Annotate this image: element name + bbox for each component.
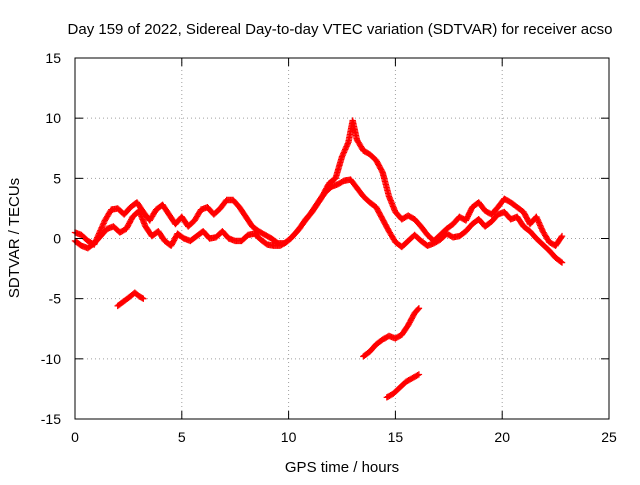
data-point — [414, 371, 421, 379]
chart-title: Day 159 of 2022, Sidereal Day-to-day VTE… — [68, 21, 613, 38]
x-tick-label: 5 — [178, 429, 186, 445]
data-point — [140, 295, 147, 302]
x-axis-label: GPS time / hours — [285, 459, 399, 476]
y-axis-label: SDTVAR / TECUs — [6, 178, 23, 298]
data-point — [415, 371, 423, 378]
x-tick-label: 25 — [601, 429, 617, 445]
y-tick-label: 0 — [53, 231, 61, 247]
series-segment-c — [383, 371, 423, 401]
data-point — [558, 234, 565, 241]
data-point — [558, 232, 566, 240]
series-main-band-lower — [71, 176, 566, 266]
y-tick-label: -15 — [41, 411, 61, 427]
y-tick-label: 15 — [45, 50, 61, 66]
data-point — [557, 258, 565, 265]
y-tick-label: -5 — [49, 291, 62, 307]
data-point — [415, 305, 423, 312]
series-segment-a — [114, 289, 147, 310]
series-segment-b — [360, 305, 423, 360]
x-tick-label: 15 — [388, 429, 404, 445]
y-tick-label: -10 — [41, 351, 61, 367]
x-tick-label: 10 — [281, 429, 297, 445]
data-point — [558, 259, 566, 266]
y-tick-label: 10 — [45, 110, 61, 126]
data-point — [378, 167, 386, 175]
y-tick-label: 5 — [53, 170, 61, 186]
x-tick-label: 20 — [494, 429, 510, 445]
data-layer — [71, 117, 566, 401]
x-tick-label: 0 — [71, 429, 79, 445]
grid-layer — [75, 58, 609, 419]
tick-layer: 0 5 10 15 20 25 -15 -10 -5 0 5 10 15 — [41, 50, 617, 445]
data-point — [414, 306, 422, 313]
